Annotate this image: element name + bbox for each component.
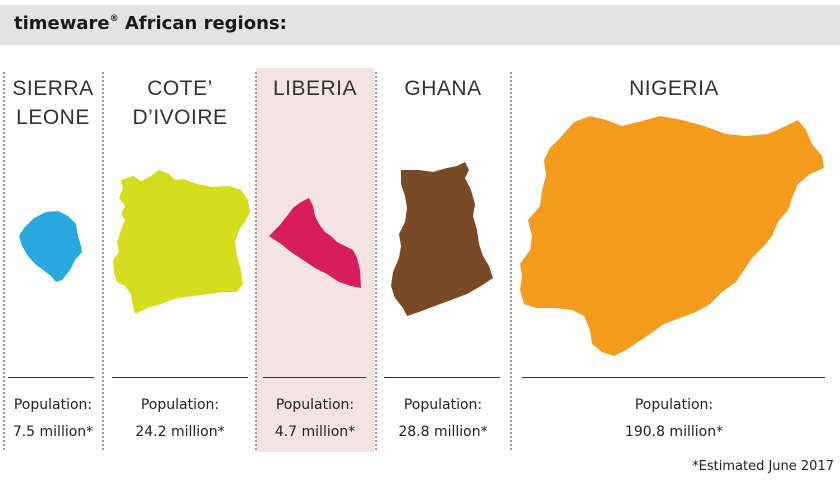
liberia-map-icon — [269, 198, 361, 288]
column-rule — [112, 377, 248, 378]
column-divider — [255, 72, 257, 450]
region-name-cote-divoire: COTE’ D’IVOIRE — [132, 77, 228, 129]
population-ghana: Population: 28.8 million* — [398, 397, 488, 440]
liberia-shape — [269, 198, 361, 288]
brand-name: timeware — [14, 13, 110, 34]
column-divider — [3, 72, 5, 450]
title-text: African regions: — [118, 13, 287, 34]
nigeria-map-icon — [520, 116, 824, 356]
column-rule — [8, 377, 94, 378]
region-name-nigeria: NIGERIA — [629, 77, 719, 100]
region-name-sierra-leone: SIERRA LEONE — [12, 77, 94, 129]
trademark-symbol: ® — [109, 14, 119, 24]
column-rule — [384, 377, 500, 378]
column-divider — [102, 72, 104, 450]
population-cote-divoire: Population: 24.2 million* — [135, 397, 225, 440]
cote-divoire-shape — [113, 170, 250, 314]
column-divider — [510, 72, 512, 450]
population-sierra-leone: Population: 7.5 million* — [12, 397, 94, 440]
ghana-map-icon — [391, 162, 493, 316]
column-rule — [263, 377, 366, 378]
sierra-leone-map-icon — [19, 211, 82, 282]
region-name-ghana: GHANA — [404, 77, 482, 100]
column-rule — [522, 377, 825, 378]
page-title: timeware® African regions: — [14, 13, 287, 34]
ghana-shape — [391, 162, 493, 316]
region-name-liberia: LIBERIA — [272, 77, 358, 100]
population-liberia: Population: 4.7 million* — [274, 397, 356, 440]
column-divider — [375, 72, 377, 450]
footnote: *Estimated June 2017 — [692, 459, 834, 474]
population-nigeria: Population: 190.8 million* — [624, 397, 724, 440]
cote-divoire-map-icon — [113, 170, 250, 314]
nigeria-shape — [520, 116, 824, 356]
sierra-leone-shape — [19, 211, 82, 282]
header-bar: timeware® African regions: — [0, 5, 840, 45]
